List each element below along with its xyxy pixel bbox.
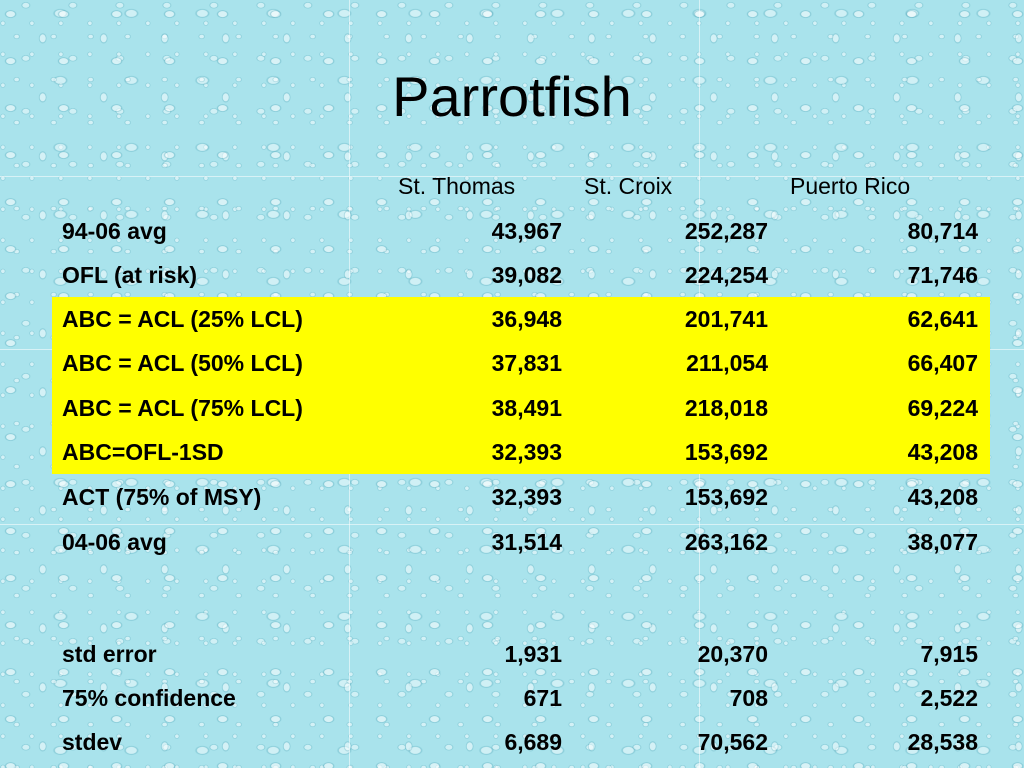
- cell-st-thomas: 671: [523, 685, 562, 711]
- cell-st-croix: 153,692: [684, 484, 768, 510]
- highlighted-rows-background: [52, 297, 990, 474]
- cell-puerto-rico: 66,407: [907, 350, 978, 376]
- cell-st-croix: 224,254: [684, 262, 768, 288]
- cell-st-thomas: 1,931: [504, 641, 562, 667]
- row-label: ACT (75% of MSY): [62, 484, 262, 510]
- cell-puerto-rico: 28,538: [907, 729, 978, 755]
- cell-puerto-rico: 62,641: [907, 306, 978, 332]
- row-label: 75% confidence: [62, 685, 236, 711]
- cell-puerto-rico: 80,714: [907, 218, 978, 244]
- table-header-row: St. Thomas St. Croix Puerto Rico: [0, 164, 1024, 208]
- cell-st-croix: 252,287: [684, 218, 768, 244]
- cell-st-thomas: 43,967: [491, 218, 562, 244]
- row-label: OFL (at risk): [62, 262, 198, 288]
- cell-st-croix: 263,162: [684, 529, 768, 555]
- cell-st-thomas: 31,514: [491, 529, 562, 555]
- cell-puerto-rico: 69,224: [907, 395, 978, 421]
- cell-st-croix: 20,370: [697, 641, 768, 667]
- slide-title: Parrotfish: [392, 65, 632, 128]
- row-label: 04-06 avg: [62, 529, 167, 555]
- row-label: ABC=OFL-1SD: [62, 439, 224, 465]
- cell-puerto-rico: 43,208: [907, 484, 978, 510]
- cell-st-thomas: 37,831: [491, 350, 562, 376]
- cell-st-croix: 708: [729, 685, 768, 711]
- cell-puerto-rico: 71,746: [907, 262, 978, 288]
- cell-puerto-rico: 7,915: [920, 641, 978, 667]
- cell-st-croix: 211,054: [686, 350, 768, 376]
- cell-puerto-rico: 2,522: [920, 685, 978, 711]
- cell-puerto-rico: 38,077: [907, 529, 978, 555]
- table-row: ABC = ACL (25% LCL) 36,948 201,741 62,64…: [0, 297, 1024, 341]
- table-row: ABC=OFL-1SD 32,393 153,692 43,208: [0, 430, 1024, 474]
- table-row: 04-06 avg 31,514 263,162 38,077: [0, 520, 1024, 564]
- cell-st-thomas: 38,491: [491, 395, 562, 421]
- table-row: ACT (75% of MSY) 32,393 153,692 43,208: [0, 475, 1024, 519]
- table-row: ABC = ACL (50% LCL) 37,831 211,054 66,40…: [0, 341, 1024, 385]
- row-label: 94-06 avg: [62, 218, 167, 244]
- table-row: 75% confidence 671 708 2,522: [0, 676, 1024, 720]
- table-row: OFL (at risk) 39,082 224,254 71,746: [0, 253, 1024, 297]
- cell-st-thomas: 32,393: [491, 439, 562, 465]
- cell-puerto-rico: 43,208: [907, 439, 978, 465]
- row-label: stdev: [62, 729, 123, 755]
- table-row: 94-06 avg 43,967 252,287 80,714: [0, 209, 1024, 253]
- column-header-puerto-rico: Puerto Rico: [790, 173, 911, 199]
- column-header-st-croix: St. Croix: [584, 173, 673, 199]
- cell-st-thomas: 36,948: [491, 306, 562, 332]
- table-row: stdev 6,689 70,562 28,538: [0, 720, 1024, 764]
- cell-st-croix: 153,692: [684, 439, 768, 465]
- row-label: ABC = ACL (50% LCL): [62, 350, 303, 376]
- cell-st-thomas: 39,082: [491, 262, 562, 288]
- row-label: std error: [62, 641, 157, 667]
- row-label: ABC = ACL (25% LCL): [62, 306, 303, 332]
- cell-st-croix: 218,018: [684, 395, 768, 421]
- column-header-st-thomas: St. Thomas: [398, 173, 516, 199]
- table-row: ABC = ACL (75% LCL) 38,491 218,018 69,22…: [0, 386, 1024, 430]
- row-label: ABC = ACL (75% LCL): [62, 395, 303, 421]
- cell-st-thomas: 32,393: [491, 484, 562, 510]
- table-row: std error 1,931 20,370 7,915: [0, 632, 1024, 676]
- cell-st-croix: 70,562: [697, 729, 768, 755]
- cell-st-thomas: 6,689: [504, 729, 562, 755]
- cell-st-croix: 201,741: [684, 306, 768, 332]
